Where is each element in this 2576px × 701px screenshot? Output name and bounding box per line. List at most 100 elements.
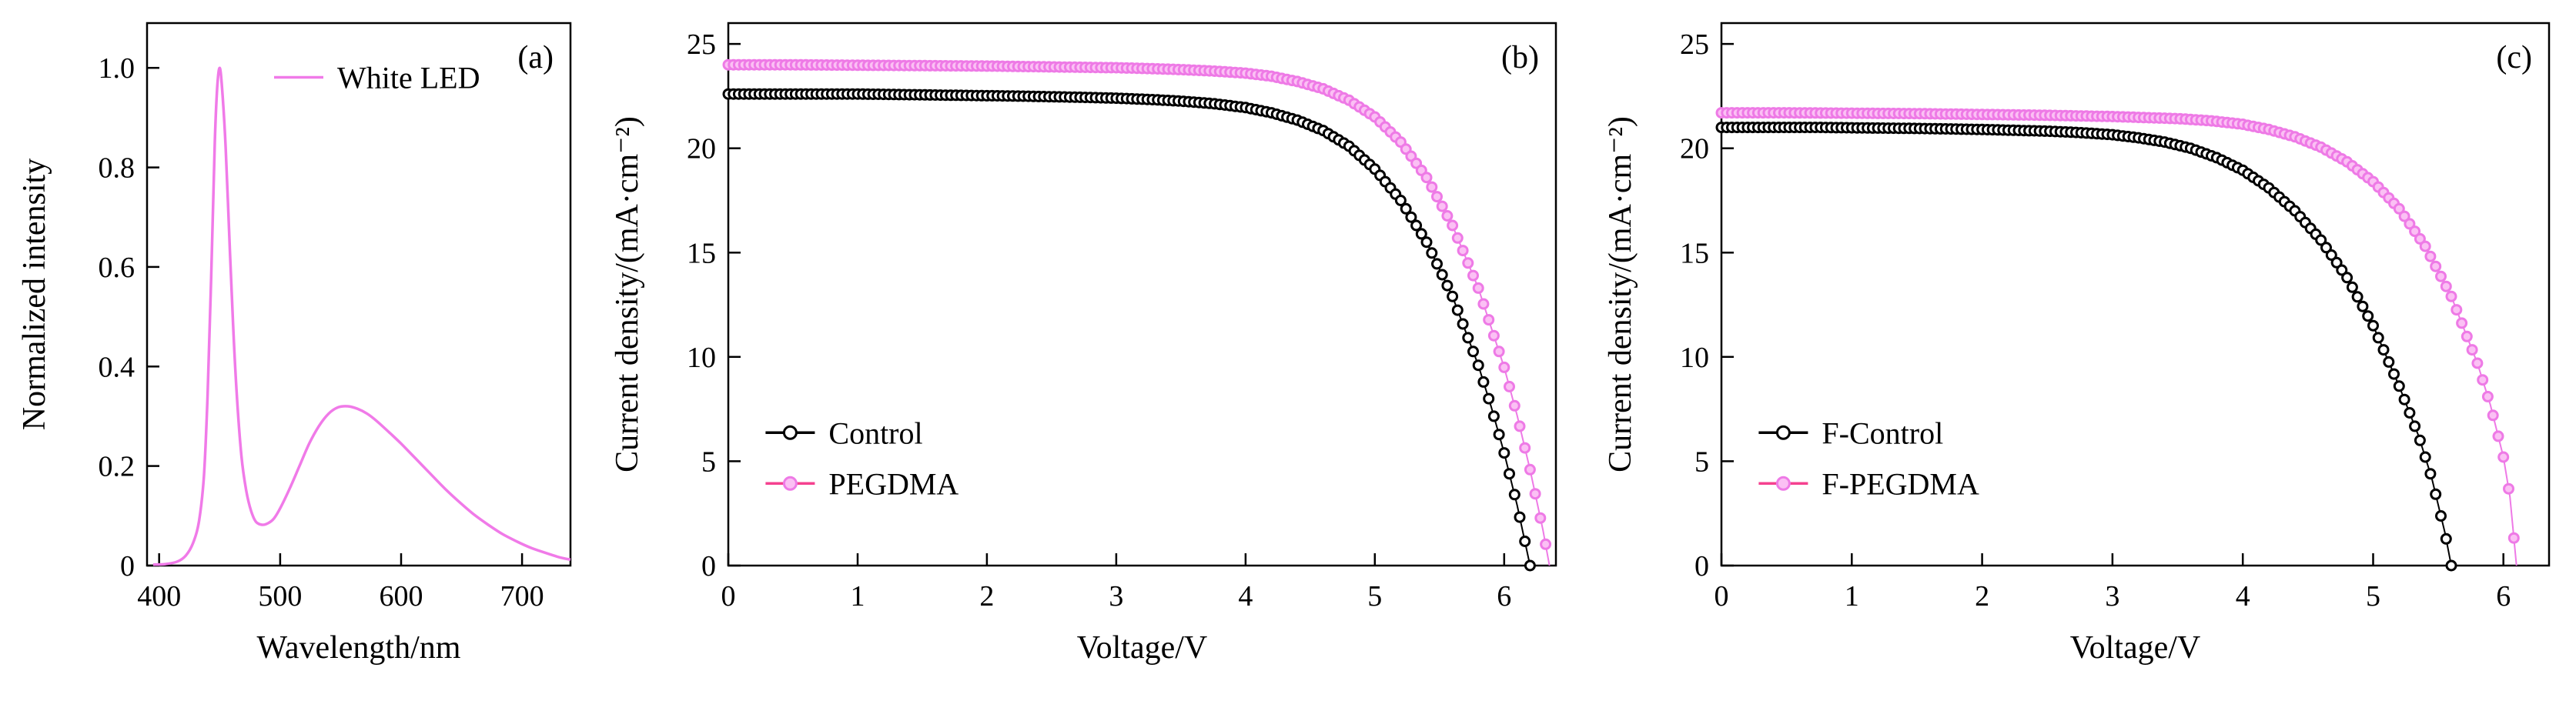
y-tick-label: 25 (1680, 28, 1709, 61)
panel-label: (a) (517, 40, 554, 75)
legend: White LED (274, 61, 480, 95)
data-marker (2419, 240, 2431, 252)
data-marker (1431, 191, 1443, 203)
data-marker (2383, 356, 2395, 368)
data-marker (2414, 232, 2426, 245)
data-marker (1405, 211, 1417, 223)
y-axis-label: Current density/(mA·cm⁻²) (1603, 116, 1638, 472)
data-marker (1394, 195, 1407, 206)
data-marker (2507, 532, 2520, 544)
data-marker (1529, 488, 1541, 500)
legend-marker (1775, 476, 1791, 491)
data-marker (2430, 260, 2442, 272)
data-marker (1519, 536, 1531, 547)
data-marker (1504, 468, 1515, 480)
legend-marker (1775, 425, 1791, 440)
y-tick-label: 0 (120, 550, 135, 582)
chart-c: 0 1 2 3 4 5 6 0 5 10 15 20 25 Voltage/V Current densit… (1603, 22, 2551, 666)
chart-b: 0 1 2 3 4 5 6 0 5 10 15 20 25 Voltage/V Current densit… (610, 22, 1557, 666)
data-marker (1467, 269, 1479, 282)
data-marker (1534, 512, 1547, 524)
x-tick-label: 3 (2105, 580, 2119, 613)
data-marker (2377, 344, 2390, 356)
data-marker (2346, 281, 2358, 293)
data-marker (1451, 304, 1464, 316)
data-marker (1498, 447, 1510, 459)
series-f-pegdma (1715, 107, 2520, 566)
data-marker (2341, 272, 2354, 284)
x-tick-label: 500 (258, 580, 302, 613)
legend-label: F-Control (1822, 416, 1943, 450)
data-marker (1441, 279, 1454, 292)
x-axis-label: Wavelength/nm (257, 630, 461, 666)
data-marker (2435, 270, 2447, 282)
y-tick-label: 0.4 (99, 351, 135, 383)
panel-b: 0 1 2 3 4 5 6 0 5 10 15 20 25 Voltage/V Current densit… (597, 0, 1583, 701)
data-marker (2419, 451, 2431, 463)
data-marker (2393, 380, 2405, 392)
data-marker (2477, 374, 2489, 386)
data-marker (2388, 368, 2400, 380)
x-axis-label: Voltage/V (1077, 630, 1208, 666)
series-control (722, 88, 1536, 572)
data-marker (1447, 290, 1459, 302)
data-marker (2330, 256, 2343, 269)
plot-frame (727, 22, 1557, 567)
data-marker (1420, 236, 1433, 249)
data-marker (2398, 393, 2410, 406)
x-tick-label: 6 (1497, 580, 1511, 613)
y-tick-label: 0.8 (99, 152, 135, 185)
data-marker (2404, 407, 2416, 419)
data-marker (2424, 468, 2437, 480)
data-marker (2440, 280, 2452, 292)
data-marker (1441, 210, 1454, 222)
data-marker (2367, 319, 2379, 332)
data-marker (1508, 399, 1521, 412)
y-axis-label: Normalized intensity (17, 159, 52, 430)
data-marker (1504, 380, 1515, 392)
data-marker (2497, 451, 2510, 463)
data-marker (2481, 390, 2494, 402)
data-marker (2435, 510, 2447, 522)
data-marker (2409, 420, 2421, 432)
data-marker (1508, 489, 1521, 501)
y-tick-label: 25 (687, 28, 716, 61)
data-marker (2357, 300, 2369, 312)
data-marker (2430, 488, 2442, 500)
data-marker (2393, 202, 2405, 215)
data-marker (2451, 304, 2463, 316)
x-tick-label: 0 (1715, 580, 1729, 613)
x-tick-label: 5 (2366, 580, 2380, 613)
data-marker (1457, 245, 1469, 257)
data-marker (1487, 410, 1500, 422)
data-marker (1477, 298, 1490, 310)
data-marker (2456, 317, 2468, 329)
y-tick-label: 5 (701, 446, 716, 478)
x-tick-label: 0 (721, 580, 736, 613)
legend-label: White LED (337, 61, 480, 95)
y-tick-label: 10 (687, 342, 716, 374)
data-marker (2461, 330, 2473, 342)
data-marker (2445, 290, 2457, 302)
y-tick-label: 1.0 (99, 52, 135, 85)
data-marker (1498, 361, 1510, 373)
data-marker (1493, 345, 1505, 358)
data-marker (1524, 463, 1536, 476)
data-marker (1457, 318, 1469, 330)
data-marker (1451, 232, 1464, 244)
data-marker (1415, 228, 1427, 240)
curve (152, 66, 571, 566)
data-marker (1447, 219, 1459, 232)
legend-marker (782, 425, 798, 440)
data-marker (2362, 310, 2374, 322)
series-f-control (1715, 122, 2457, 572)
data-marker (2503, 482, 2514, 495)
data-marker (1514, 511, 1526, 523)
x-tick-label: 2 (979, 580, 994, 613)
data-marker (1483, 392, 1495, 405)
data-marker (1431, 258, 1443, 270)
series-pegdma (722, 58, 1552, 566)
x-tick-label: 1 (1845, 580, 1859, 613)
plot-frame (146, 22, 572, 567)
data-marker (2492, 430, 2504, 442)
